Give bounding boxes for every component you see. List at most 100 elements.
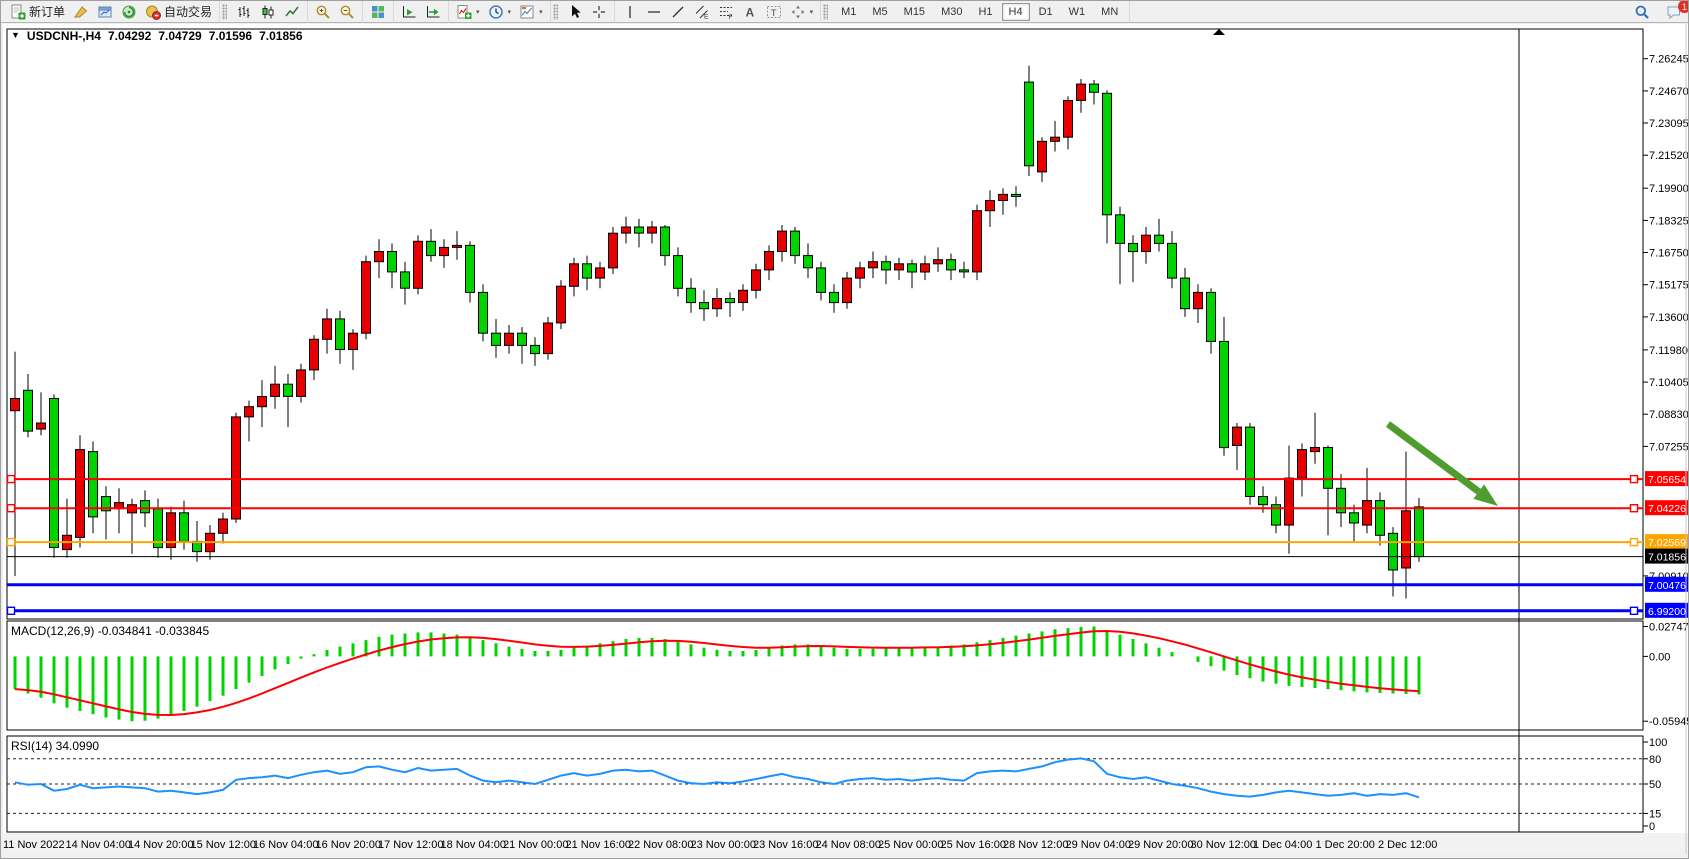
arrow-annotation-head[interactable] — [1473, 484, 1498, 506]
text-button[interactable]: A — [738, 2, 762, 22]
chevron-down-icon[interactable]: ▾ — [507, 8, 512, 16]
price-tick-label[interactable]: 7.23095 — [1649, 118, 1689, 130]
new-order-button[interactable]: 新订单 — [6, 2, 69, 22]
chevron-down-icon[interactable]: ▾ — [809, 8, 814, 16]
price-tick-label[interactable]: 7.21520 — [1649, 150, 1689, 162]
time-axis-label[interactable]: 23 Nov 16:00 — [753, 839, 818, 851]
time-axis-label[interactable]: 11 Nov 2022 — [3, 839, 65, 851]
time-axis-label[interactable]: 23 Nov 00:00 — [691, 839, 756, 851]
trendline-button[interactable] — [666, 2, 690, 22]
time-axis-label[interactable]: 22 Nov 08:00 — [628, 839, 693, 851]
auto-trading-button[interactable]: 自动交易 — [141, 2, 216, 22]
toolbar-gripper[interactable] — [222, 3, 228, 20]
time-axis-label[interactable]: 21 Nov 16:00 — [566, 839, 631, 851]
tile-windows-button[interactable] — [366, 2, 390, 22]
time-axis-label[interactable]: 1 Dec 04:00 — [1253, 839, 1312, 851]
collapse-triangle-icon[interactable]: ▼ — [11, 30, 20, 40]
time-axis-label[interactable]: 17 Nov 12:00 — [378, 839, 443, 851]
rsi-label[interactable]: RSI(14) 34.0990 — [11, 739, 99, 753]
arrows-button[interactable]: ▾ — [786, 2, 818, 22]
price-tick-label[interactable]: 7.18325 — [1649, 215, 1689, 227]
timeframe-m5-button[interactable]: M5 — [872, 5, 888, 18]
rsi-tick-label[interactable]: 80 — [1649, 754, 1661, 766]
timeframe-m15-button[interactable]: M15 — [903, 5, 926, 18]
line-handle[interactable] — [1629, 606, 1639, 615]
line-handle[interactable] — [1629, 537, 1639, 547]
time-axis-label[interactable]: 2 Dec 12:00 — [1378, 839, 1437, 851]
timeframe-h1-button[interactable]: H1 — [978, 5, 993, 18]
time-axis-label[interactable]: 25 Nov 16:00 — [941, 839, 1006, 851]
price-tick-label[interactable]: 7.10405 — [1649, 377, 1689, 389]
line-chart-button[interactable] — [280, 2, 304, 22]
chart-window-button[interactable] — [93, 2, 117, 22]
templates-button[interactable]: ▾ — [515, 2, 547, 22]
timeframe-m1-button[interactable]: M1 — [841, 5, 857, 18]
line-handle[interactable] — [6, 474, 16, 484]
timeframe-mn-button[interactable]: MN — [1101, 5, 1119, 18]
chart-shift-marker[interactable] — [1213, 29, 1225, 35]
auto-scroll-button[interactable] — [421, 2, 445, 22]
line-handle[interactable] — [1629, 504, 1639, 513]
macd-label[interactable]: MACD(12,26,9) -0.034841 -0.033845 — [11, 624, 209, 638]
line-handle[interactable] — [6, 606, 16, 615]
price-tick-label[interactable]: 7.08830 — [1649, 409, 1689, 421]
arrow-annotation-line[interactable] — [1385, 421, 1481, 495]
periods-button[interactable]: ▾ — [484, 2, 516, 22]
rsi-tick-label[interactable]: 100 — [1649, 737, 1667, 749]
toolbar-gripper[interactable] — [552, 3, 558, 20]
rsi-tick-label[interactable]: 15 — [1649, 808, 1661, 820]
price-tick-label[interactable]: 7.15175 — [1649, 280, 1689, 292]
time-axis-label[interactable]: 15 Nov 12:00 — [191, 839, 256, 851]
timeframe-m30-button[interactable]: M30 — [941, 5, 963, 18]
line-handle[interactable] — [1629, 474, 1639, 484]
time-axis-label[interactable]: 14 Nov 20:00 — [128, 839, 193, 851]
price-tick-label[interactable]: 7.07255 — [1649, 441, 1689, 453]
fibonacci-button[interactable]: F — [714, 2, 738, 22]
rsi-tick-label[interactable]: 50 — [1649, 779, 1661, 791]
price-tick-label[interactable]: 7.13600 — [1649, 312, 1689, 324]
time-axis-label[interactable]: 18 Nov 04:00 — [441, 839, 506, 851]
crosshair-button[interactable] — [587, 2, 611, 22]
price-tick-label[interactable]: 7.19900 — [1649, 183, 1689, 195]
text-label-button[interactable]: T — [762, 2, 786, 22]
timeframe-d1-button[interactable]: D1 — [1038, 5, 1053, 18]
price-tick-label[interactable]: 7.24670 — [1649, 86, 1689, 98]
horizontal-line-button[interactable] — [642, 2, 666, 22]
price-tick-label[interactable]: 7.26245 — [1649, 54, 1689, 66]
search-button[interactable] — [1630, 2, 1654, 22]
macd-tick-label[interactable]: 0.027479 — [1649, 622, 1689, 634]
time-axis-label[interactable]: 29 Nov 04:00 — [1066, 839, 1131, 851]
macd-tick-label[interactable]: 0.00 — [1649, 651, 1670, 663]
bar-chart-button[interactable] — [232, 2, 256, 22]
toolbar-gripper[interactable] — [823, 3, 829, 20]
chevron-down-icon[interactable]: ▾ — [476, 8, 480, 16]
macd-tick-label[interactable]: -0.059451 — [1649, 716, 1689, 728]
equidistant-channel-button[interactable]: E — [690, 2, 714, 22]
crayon-button[interactable] — [69, 2, 93, 22]
time-axis-label[interactable]: 14 Nov 04:00 — [66, 839, 131, 851]
chevron-down-icon[interactable]: ▾ — [539, 8, 543, 16]
time-axis-label[interactable]: 21 Nov 00:00 — [503, 839, 568, 851]
candlestick-chart-button[interactable] — [256, 2, 280, 22]
time-axis-label[interactable]: 16 Nov 20:00 — [316, 839, 381, 851]
time-axis-label[interactable]: 29 Nov 20:00 — [1128, 839, 1193, 851]
chart-shift-button[interactable] — [397, 2, 421, 22]
timeframe-h4-button[interactable]: H4 — [1001, 2, 1030, 21]
price-tick-label[interactable]: 7.11980 — [1649, 345, 1688, 357]
rsi-tick-label[interactable]: 0 — [1649, 821, 1655, 833]
timeframe-w1-button[interactable]: W1 — [1068, 5, 1086, 18]
cursor-button[interactable] — [563, 2, 587, 22]
strategy-tester-button[interactable] — [117, 2, 141, 22]
chat-button[interactable]: 1 — [1662, 1, 1688, 22]
time-axis-label[interactable]: 25 Nov 00:00 — [878, 839, 943, 851]
line-handle[interactable] — [6, 537, 16, 547]
indicators-button[interactable]: ▾ — [452, 2, 484, 22]
zoom-out-button[interactable] — [335, 2, 359, 22]
time-axis-label[interactable]: 1 Dec 20:00 — [1316, 839, 1375, 851]
zoom-in-button[interactable] — [311, 2, 335, 22]
vertical-line-button[interactable] — [618, 2, 642, 22]
time-axis-label[interactable]: 24 Nov 08:00 — [816, 839, 881, 851]
line-handle[interactable] — [6, 504, 16, 513]
time-axis-label[interactable]: 30 Nov 12:00 — [1191, 839, 1256, 851]
